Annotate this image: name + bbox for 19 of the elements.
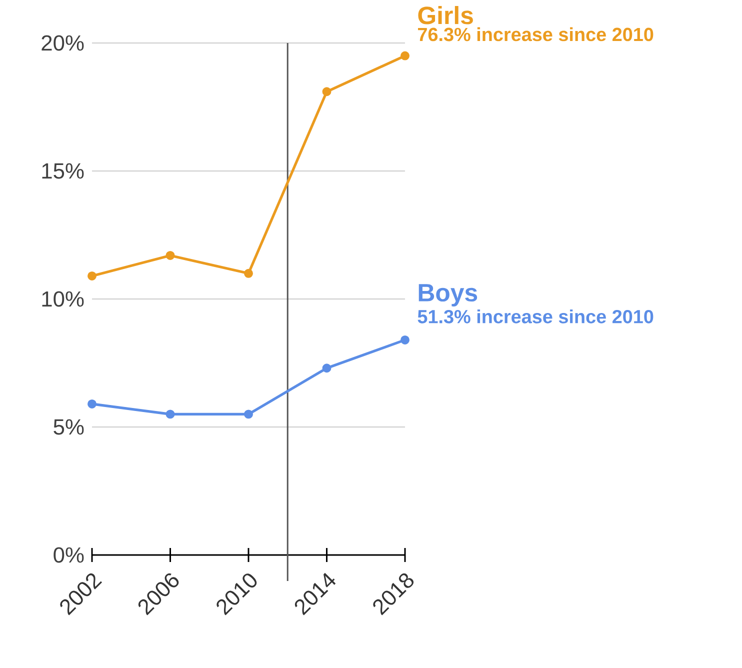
y-tick-label: 5% <box>54 419 84 435</box>
point <box>400 335 410 344</box>
point <box>88 271 96 280</box>
text: 76.3% increase since 2010 <box>418 27 654 42</box>
point <box>166 250 175 260</box>
point <box>322 364 332 373</box>
point <box>166 410 175 419</box>
y-tick-label: 15% <box>42 163 84 179</box>
series-label: Boys <box>418 284 478 306</box>
y-tick-label: 20% <box>42 35 84 51</box>
y-tick-label: 10% <box>42 291 84 307</box>
point <box>88 399 96 408</box>
point <box>244 410 253 419</box>
point <box>322 87 332 96</box>
point <box>400 51 410 60</box>
text: 51.3% increase since 2010 <box>418 309 654 324</box>
y-tick-label: 0% <box>54 547 84 563</box>
series-label: Girls <box>418 6 473 24</box>
point <box>244 268 253 278</box>
